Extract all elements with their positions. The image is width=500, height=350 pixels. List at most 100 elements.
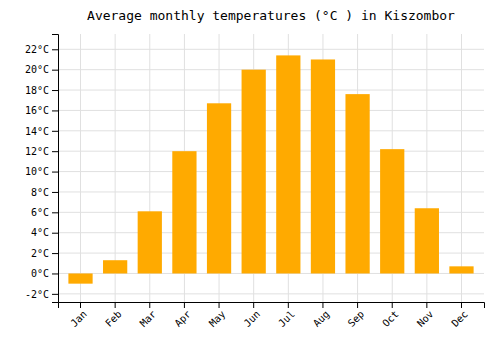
grid-line <box>58 293 484 294</box>
x-tick: Aug <box>311 302 332 329</box>
y-tick-mark <box>52 151 58 152</box>
x-tick-mark <box>219 302 220 308</box>
grid-line <box>58 49 484 50</box>
bar <box>103 260 127 273</box>
x-tick-mark <box>184 302 185 308</box>
y-tick: 4°C <box>31 227 58 238</box>
x-tick-mark <box>288 302 289 308</box>
x-tick: Sep <box>346 302 367 329</box>
y-tick-mark <box>52 90 58 91</box>
x-tick-mark <box>115 302 116 308</box>
y-tick-label: 2°C <box>31 248 49 259</box>
x-tick: Nov <box>415 302 436 329</box>
y-tick: 22°C <box>25 44 58 55</box>
y-tick-label: 22°C <box>25 44 49 55</box>
bar <box>311 59 335 273</box>
y-tick-label: 16°C <box>25 105 49 116</box>
x-tick-label: Aug <box>311 308 332 329</box>
bar <box>415 208 439 273</box>
x-tick: Dec <box>449 302 470 329</box>
x-tick-label: Jan <box>68 308 89 329</box>
x-tick-label: Apr <box>172 308 193 329</box>
x-tick-mark <box>357 302 358 308</box>
y-tick: 18°C <box>25 85 58 96</box>
bar <box>345 94 369 273</box>
y-tick-mark <box>52 110 58 111</box>
x-tick-mark <box>426 302 427 308</box>
x-tick-label: Jul <box>276 308 297 329</box>
bar <box>449 266 473 273</box>
y-tick: 14°C <box>25 126 58 137</box>
bar <box>138 211 162 273</box>
bar <box>380 149 404 273</box>
x-tick-mark <box>253 302 254 308</box>
grid-line <box>58 90 484 91</box>
y-tick-label: 12°C <box>25 146 49 157</box>
grid-line <box>58 130 484 131</box>
y-tick-mark <box>52 70 58 71</box>
grid <box>58 34 484 302</box>
bar <box>242 70 266 274</box>
grid-line <box>58 171 484 172</box>
x-tick-mark <box>322 302 323 308</box>
y-axis: -2°C 0°C 2°C 4°C 6°C 8°C 10°C 12°C 14°C 16°C 18°C 2… <box>25 35 59 303</box>
y-tick-label: 14°C <box>25 126 49 137</box>
y-tick-mark <box>52 273 58 274</box>
y-tick-label: 8°C <box>31 187 49 198</box>
grid-line <box>80 34 81 302</box>
plot: -2°C 0°C 2°C 4°C 6°C 8°C 10°C 12°C 14°C 16°C 18°C 2… <box>25 34 485 329</box>
x-tick-label: Oct <box>380 308 401 329</box>
x-tick: Jun <box>242 302 263 329</box>
x-tick: Jan <box>68 302 89 329</box>
x-tick: Apr <box>172 302 193 329</box>
y-tick: 0°C <box>31 268 58 279</box>
y-tick: 8°C <box>31 187 58 198</box>
y-axis-line <box>52 35 59 303</box>
y-tick: 2°C <box>31 248 58 259</box>
x-axis: Jan Feb Mar Apr May Jun Jul Aug Sep Oct Nov Dec <box>59 302 485 329</box>
y-tick-label: 18°C <box>25 85 49 96</box>
x-tick: Mar <box>138 302 159 329</box>
x-tick: Oct <box>380 302 401 329</box>
x-tick-label: Mar <box>138 308 159 329</box>
y-tick-mark <box>52 192 58 193</box>
y-tick-mark <box>52 233 58 234</box>
x-tick-label: Nov <box>415 308 436 329</box>
title: Average monthly temperatures (°C ) in Ki… <box>87 8 455 23</box>
y-tick-label: 6°C <box>31 207 49 218</box>
y-tick-label: 20°C <box>25 64 49 75</box>
x-tick-label: Feb <box>103 308 124 329</box>
y-tick-mark <box>52 212 58 213</box>
x-tick-mark <box>392 302 393 308</box>
y-tick-mark <box>52 49 58 50</box>
grid-line <box>461 34 462 302</box>
y-tick: 16°C <box>25 105 58 116</box>
bar <box>172 151 196 273</box>
bars <box>68 55 473 283</box>
y-tick-label: 0°C <box>31 268 49 279</box>
y-tick-label: 10°C <box>25 166 49 177</box>
y-tick: 10°C <box>25 166 58 177</box>
x-tick-mark <box>149 302 150 308</box>
bar <box>207 103 231 273</box>
x-tick: May <box>207 302 228 329</box>
chart: -2°C 0°C 2°C 4°C 6°C 8°C 10°C 12°C 14°C 16°C 18°C 2… <box>0 0 500 350</box>
y-tick: 6°C <box>31 207 58 218</box>
bar <box>68 273 92 283</box>
y-tick: 12°C <box>25 146 58 157</box>
x-tick-label: Dec <box>449 308 470 329</box>
y-tick-mark <box>52 253 58 254</box>
x-tick-label: Sep <box>346 308 367 329</box>
bar <box>276 55 300 273</box>
grid-line <box>58 191 484 192</box>
x-tick-mark <box>80 302 81 308</box>
x-tick: Jul <box>276 302 297 329</box>
y-tick: -2°C <box>25 289 58 300</box>
grid-line <box>58 151 484 152</box>
y-tick-label: 4°C <box>31 227 49 238</box>
y-tick-label: -2°C <box>25 289 49 300</box>
x-axis-line <box>59 303 485 309</box>
grid-line <box>58 69 484 70</box>
y-tick-mark <box>52 294 58 295</box>
y-tick-mark <box>52 131 58 132</box>
